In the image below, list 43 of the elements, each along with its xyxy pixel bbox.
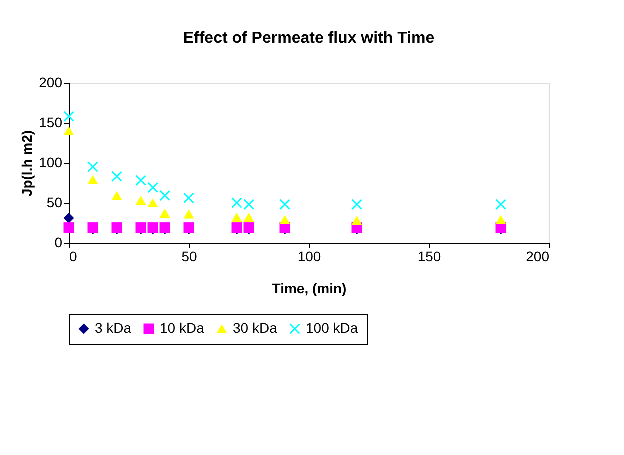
x-tick-label: 50 [182, 248, 198, 264]
x-tick-label: 100 [298, 248, 322, 264]
y-tick-label: 150 [39, 114, 63, 130]
point [112, 171, 122, 182]
chart-title: Effect of Permeate flux with Time [183, 30, 435, 47]
point [280, 199, 290, 210]
y-tick-label: 200 [39, 74, 63, 90]
point [184, 192, 194, 204]
point [232, 212, 242, 222]
legend-label: 100 kDa [306, 320, 358, 336]
point [244, 212, 254, 222]
point [112, 191, 122, 200]
point [64, 126, 74, 136]
point [352, 216, 362, 226]
point [136, 175, 146, 186]
point [184, 210, 194, 219]
point [136, 196, 146, 206]
x-tick-label: 150 [418, 248, 442, 264]
y-axis-title: Jp(l.h m2) [19, 130, 36, 197]
point [64, 222, 74, 234]
point [244, 199, 254, 210]
legend-label: 3 kDa [95, 320, 132, 336]
x-axis-title: Time, (min) [272, 280, 347, 296]
y-tick-label: 100 [39, 154, 63, 170]
point [496, 199, 506, 210]
legend-label: 10 kDa [160, 320, 205, 336]
point [232, 198, 242, 208]
point [280, 215, 290, 224]
legend-label: 30 kDa [233, 320, 278, 336]
point [64, 212, 74, 224]
point [64, 111, 74, 122]
x-tick-label: 0 [70, 248, 78, 264]
point [148, 198, 158, 208]
x-tick-label: 200 [526, 248, 550, 264]
point [88, 175, 98, 184]
y-tick-label: 0 [54, 234, 63, 250]
point [160, 208, 170, 218]
point [352, 199, 362, 210]
point [160, 190, 170, 202]
point [148, 182, 158, 194]
point [88, 162, 98, 172]
y-tick-label: 50 [46, 194, 63, 210]
point [496, 215, 506, 224]
